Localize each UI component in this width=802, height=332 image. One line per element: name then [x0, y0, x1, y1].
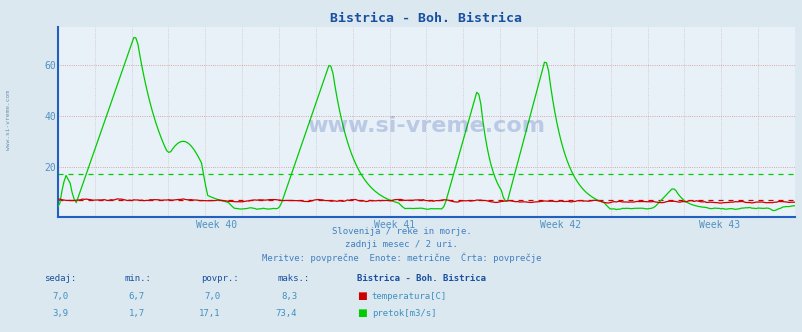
Text: Meritve: povprečne  Enote: metrične  Črta: povprečje: Meritve: povprečne Enote: metrične Črta:…: [261, 252, 541, 263]
Text: www.si-vreme.com: www.si-vreme.com: [6, 90, 10, 149]
Text: povpr.:: povpr.:: [200, 274, 238, 283]
Text: min.:: min.:: [124, 274, 151, 283]
Text: Slovenija / reke in morje.: Slovenija / reke in morje.: [331, 227, 471, 236]
Text: 7,0: 7,0: [205, 292, 221, 301]
Text: ■: ■: [357, 291, 367, 301]
Text: 3,9: 3,9: [52, 309, 68, 318]
Text: 73,4: 73,4: [275, 309, 297, 318]
Text: 1,7: 1,7: [128, 309, 144, 318]
Text: 17,1: 17,1: [199, 309, 221, 318]
Text: 6,7: 6,7: [128, 292, 144, 301]
Text: pretok[m3/s]: pretok[m3/s]: [371, 309, 435, 318]
Text: maks.:: maks.:: [277, 274, 309, 283]
Text: sedaj:: sedaj:: [44, 274, 76, 283]
Text: temperatura[C]: temperatura[C]: [371, 292, 447, 301]
Text: ■: ■: [357, 308, 367, 318]
Text: 7,0: 7,0: [52, 292, 68, 301]
Text: Bistrica - Boh. Bistrica: Bistrica - Boh. Bistrica: [357, 274, 486, 283]
Text: zadnji mesec / 2 uri.: zadnji mesec / 2 uri.: [345, 240, 457, 249]
Title: Bistrica - Boh. Bistrica: Bistrica - Boh. Bistrica: [330, 12, 522, 25]
Text: www.si-vreme.com: www.si-vreme.com: [307, 116, 545, 136]
Text: 8,3: 8,3: [281, 292, 297, 301]
